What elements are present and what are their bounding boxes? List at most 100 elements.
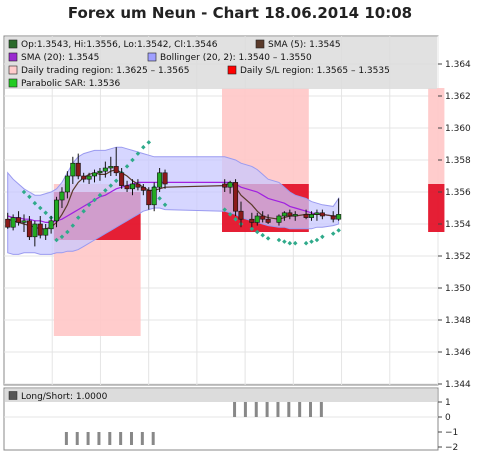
candle-body: [281, 212, 287, 217]
y-tick-label: 1.344: [445, 380, 471, 390]
long-short-bar: [287, 402, 291, 417]
candle-body: [276, 215, 282, 223]
sar-point: [320, 234, 325, 240]
sar-point: [37, 205, 43, 211]
long-short-bar: [86, 432, 90, 445]
candle-body: [254, 215, 260, 223]
long-short-bar: [64, 432, 68, 445]
candle-body: [135, 183, 141, 188]
sar-point: [59, 234, 65, 240]
candle-body: [32, 223, 38, 238]
candle-body: [108, 166, 114, 169]
y-tick-label: 1.356: [445, 188, 471, 198]
candle-body: [81, 175, 87, 180]
candle-body: [319, 212, 325, 217]
candle-body: [64, 175, 70, 193]
long-short-bar: [243, 402, 247, 417]
sar-point: [265, 236, 271, 241]
candle-body: [162, 172, 168, 185]
sar-point: [287, 240, 293, 246]
main-legend: Op:1.3543, Hi:1.3556, Lo:1.3542, Cl:1.35…: [8, 39, 390, 89]
candle-body: [260, 215, 266, 220]
candle-body: [124, 185, 130, 190]
sub-y-tick-label: −2: [445, 443, 458, 453]
y-tick-label: 1.352: [445, 252, 471, 262]
legend-entry: Daily S/L region: 1.3565 – 1.3535: [240, 66, 390, 76]
sar-point: [113, 178, 119, 184]
candle-body: [48, 220, 54, 230]
legend-entry: Op:1.3543, Hi:1.3556, Lo:1.3542, Cl:1.35…: [21, 40, 218, 50]
legend-entry: Daily trading region: 1.3625 – 1.3565: [21, 66, 189, 76]
candle-body: [233, 182, 239, 212]
candle-body: [70, 162, 76, 177]
sub-y-tick-label: −1: [445, 428, 458, 438]
candle-body: [113, 166, 119, 174]
candle-body: [146, 190, 152, 206]
sar-point: [75, 215, 81, 220]
long-short-bar: [140, 432, 144, 445]
candle-body: [5, 218, 11, 228]
sub-y-axis: 1 0 −1 −2: [438, 398, 458, 453]
candles-layer: [5, 147, 342, 247]
candle-body: [303, 214, 309, 218]
sar-point: [86, 202, 92, 208]
y-tick-label: 1.362: [445, 92, 471, 102]
legend-swatch: [8, 78, 18, 88]
sar-point: [303, 240, 309, 246]
candle-body: [10, 217, 16, 228]
candle-body: [222, 183, 228, 188]
y-tick-label: 1.348: [445, 316, 471, 326]
sar-point: [92, 197, 97, 203]
legend-entry: SMA (20): 1.3545: [21, 53, 99, 63]
y-tick-label: 1.354: [445, 220, 471, 230]
sub-legend-swatch: [8, 391, 18, 400]
sar-layer: [21, 140, 341, 246]
candle-body: [59, 191, 65, 201]
sar-point: [70, 223, 76, 228]
candle-body: [227, 182, 233, 188]
main-y-axis: 1.364 1.362 1.360 1.358 1.356 1.354 1.352 1.350…: [438, 60, 471, 390]
long-short-bar: [108, 432, 112, 445]
candle-body: [287, 212, 293, 217]
candle-body: [238, 210, 244, 220]
sub-y-tick-label: 1: [445, 398, 451, 408]
sar-point: [292, 240, 298, 246]
sub-bars: [64, 402, 323, 445]
y-tick-label: 1.358: [445, 156, 471, 166]
candle-body: [309, 214, 315, 218]
y-tick-label: 1.360: [445, 124, 471, 134]
legend-swatch: [255, 39, 265, 49]
candle-body: [102, 167, 108, 172]
candle-body: [249, 218, 255, 223]
legend-swatch: [227, 65, 237, 75]
candle-body: [140, 186, 146, 191]
legend-entry: SMA (5): 1.3545: [268, 40, 341, 50]
long-short-bar: [129, 432, 133, 445]
y-tick-label: 1.346: [445, 348, 471, 358]
long-short-bar: [233, 402, 237, 417]
y-tick-label: 1.364: [445, 60, 471, 70]
candle-body: [75, 162, 81, 177]
candle-body: [265, 218, 271, 223]
sar-point: [32, 200, 38, 206]
candle-body: [292, 214, 298, 217]
candle-body: [86, 175, 92, 180]
candle-body: [314, 212, 320, 215]
long-short-bar: [151, 432, 155, 445]
candle-body: [92, 172, 98, 177]
candle-body: [336, 214, 342, 220]
candle-body: [330, 215, 336, 220]
legend-swatch: [147, 52, 157, 62]
long-short-bar: [298, 402, 302, 417]
legend-entry: Parabolic SAR: 1.3536: [21, 79, 120, 89]
candle-body: [97, 170, 103, 174]
candle-body: [37, 223, 43, 236]
sar-point: [97, 192, 103, 198]
long-short-bar: [276, 402, 280, 417]
candle-body: [129, 183, 135, 190]
legend-swatch: [8, 39, 18, 49]
main-legend-box: [5, 37, 437, 89]
daily-sl-region: [428, 184, 445, 232]
candle-body: [21, 220, 27, 223]
